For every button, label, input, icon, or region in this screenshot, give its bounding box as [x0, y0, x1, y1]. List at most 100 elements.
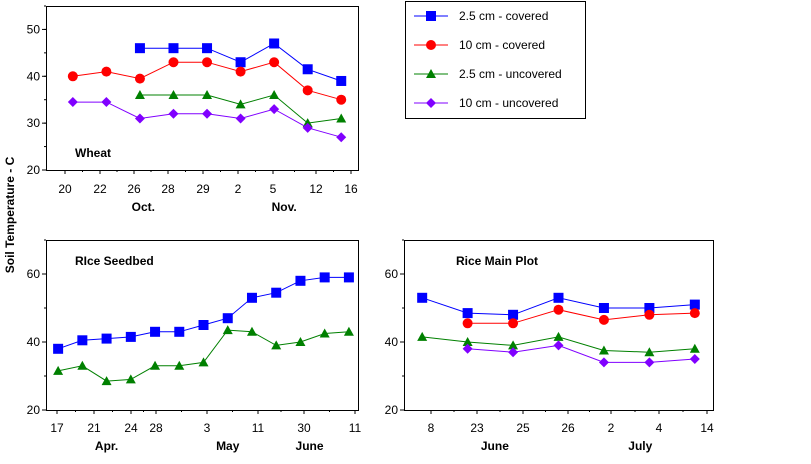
data-point [235, 66, 246, 77]
y-tick-label: 40 [27, 69, 41, 83]
data-point [77, 335, 88, 346]
data-point [101, 333, 112, 344]
data-point [689, 354, 700, 364]
data-point [319, 272, 330, 283]
series-2-5-cm-uncovered [53, 325, 354, 386]
data-point [508, 318, 519, 329]
y-tick-label: 40 [385, 335, 399, 349]
x-tick-label: 21 [87, 421, 101, 435]
legend-entry: 2.5 cm - covered [414, 9, 548, 23]
data-point [168, 108, 179, 119]
data-point [417, 331, 428, 341]
legend-entries: 2.5 cm - covered 10 cm - covered 2.5 cm - … [414, 9, 562, 110]
legend-entry: 10 cm - covered [414, 38, 545, 52]
data-point [462, 318, 473, 329]
month-label: June [481, 439, 509, 453]
legend-label: 2.5 cm - covered [459, 9, 548, 23]
legend-box: 2.5 cm - covered 10 cm - covered 2.5 cm - … [405, 1, 586, 119]
x-tick-label: 17 [50, 421, 64, 435]
x-tick-label: 11 [349, 421, 362, 435]
data-point [336, 75, 347, 86]
x-tick-label: 2 [608, 421, 615, 435]
series-2-5-cm-covered [53, 272, 354, 354]
x-tick-label: 22 [93, 182, 107, 196]
legend-marker [426, 98, 436, 108]
x-tick-label: 25 [516, 421, 530, 435]
data-point [125, 331, 136, 342]
legend-marker [426, 11, 436, 21]
data-point [508, 309, 519, 320]
data-point [150, 360, 161, 370]
data-point [302, 118, 313, 128]
x-tick-label: 14 [700, 421, 714, 435]
data-point [269, 90, 280, 100]
data-point [417, 292, 428, 303]
x-tick-label: 23 [470, 421, 484, 435]
data-point [269, 104, 280, 115]
y-tick-label: 30 [27, 116, 41, 130]
data-point [222, 313, 233, 324]
month-label: June [296, 439, 324, 453]
panel-title: RIce Seedbed [75, 254, 154, 268]
data-point [553, 304, 564, 315]
series-line [467, 309, 695, 324]
data-point [101, 97, 112, 108]
data-point [101, 376, 112, 386]
data-point [319, 328, 330, 338]
panel-rice-seedbed: 20 40 60 17 21 24 28 3 11 30 11 Apr. May June RIce See… [27, 239, 362, 453]
data-point [168, 43, 179, 54]
data-point [235, 113, 246, 124]
x-tick-label: 28 [161, 182, 175, 196]
month-label: July [628, 439, 652, 453]
data-point [77, 360, 88, 370]
series-line [72, 101, 342, 138]
legend-entry: 2.5 cm - uncovered [414, 67, 562, 81]
data-point [462, 337, 473, 346]
y-tick-label: 20 [385, 403, 399, 417]
series-2-5-cm-covered [417, 292, 700, 320]
data-point [302, 64, 313, 75]
legend-marker [426, 40, 436, 50]
x-tick-label: 2 [235, 182, 242, 196]
y-tick-label: 20 [27, 163, 41, 177]
series-2-5-cm-uncovered [417, 331, 700, 357]
x-tick-label: 16 [344, 182, 358, 196]
x-tick-label: 30 [297, 421, 311, 435]
data-point [134, 90, 145, 100]
month-label: Nov. [272, 200, 297, 214]
data-point [202, 43, 213, 54]
data-point [343, 326, 354, 336]
data-point [508, 340, 519, 350]
data-point [336, 132, 347, 143]
data-point [644, 303, 655, 313]
y-tick-label: 60 [385, 267, 399, 281]
legend-label: 10 cm - covered [459, 38, 545, 52]
data-point [53, 343, 64, 354]
data-point [174, 326, 185, 337]
data-point [598, 303, 609, 313]
data-point [508, 347, 519, 358]
data-point [174, 360, 185, 370]
data-point [168, 57, 179, 68]
data-point [689, 308, 700, 319]
data-point [302, 122, 313, 133]
data-point [343, 272, 354, 283]
x-tick-label: 26 [561, 421, 575, 435]
data-point [553, 340, 564, 351]
data-point [67, 97, 78, 108]
x-tick-label: 3 [204, 421, 211, 435]
x-tick-label: 4 [656, 421, 663, 435]
series-10-cm-covered [67, 57, 347, 105]
data-point [134, 73, 145, 84]
data-point [101, 66, 112, 77]
data-point [202, 108, 213, 119]
data-point [53, 365, 64, 375]
series-2-5-cm-covered [134, 38, 347, 86]
x-tick-label: 20 [58, 182, 72, 196]
x-tick-label: 5 [270, 182, 277, 196]
x-tick-label: 24 [124, 421, 138, 435]
data-point [235, 57, 246, 68]
month-label: May [216, 439, 240, 453]
data-point [246, 326, 257, 336]
data-point [246, 292, 257, 303]
